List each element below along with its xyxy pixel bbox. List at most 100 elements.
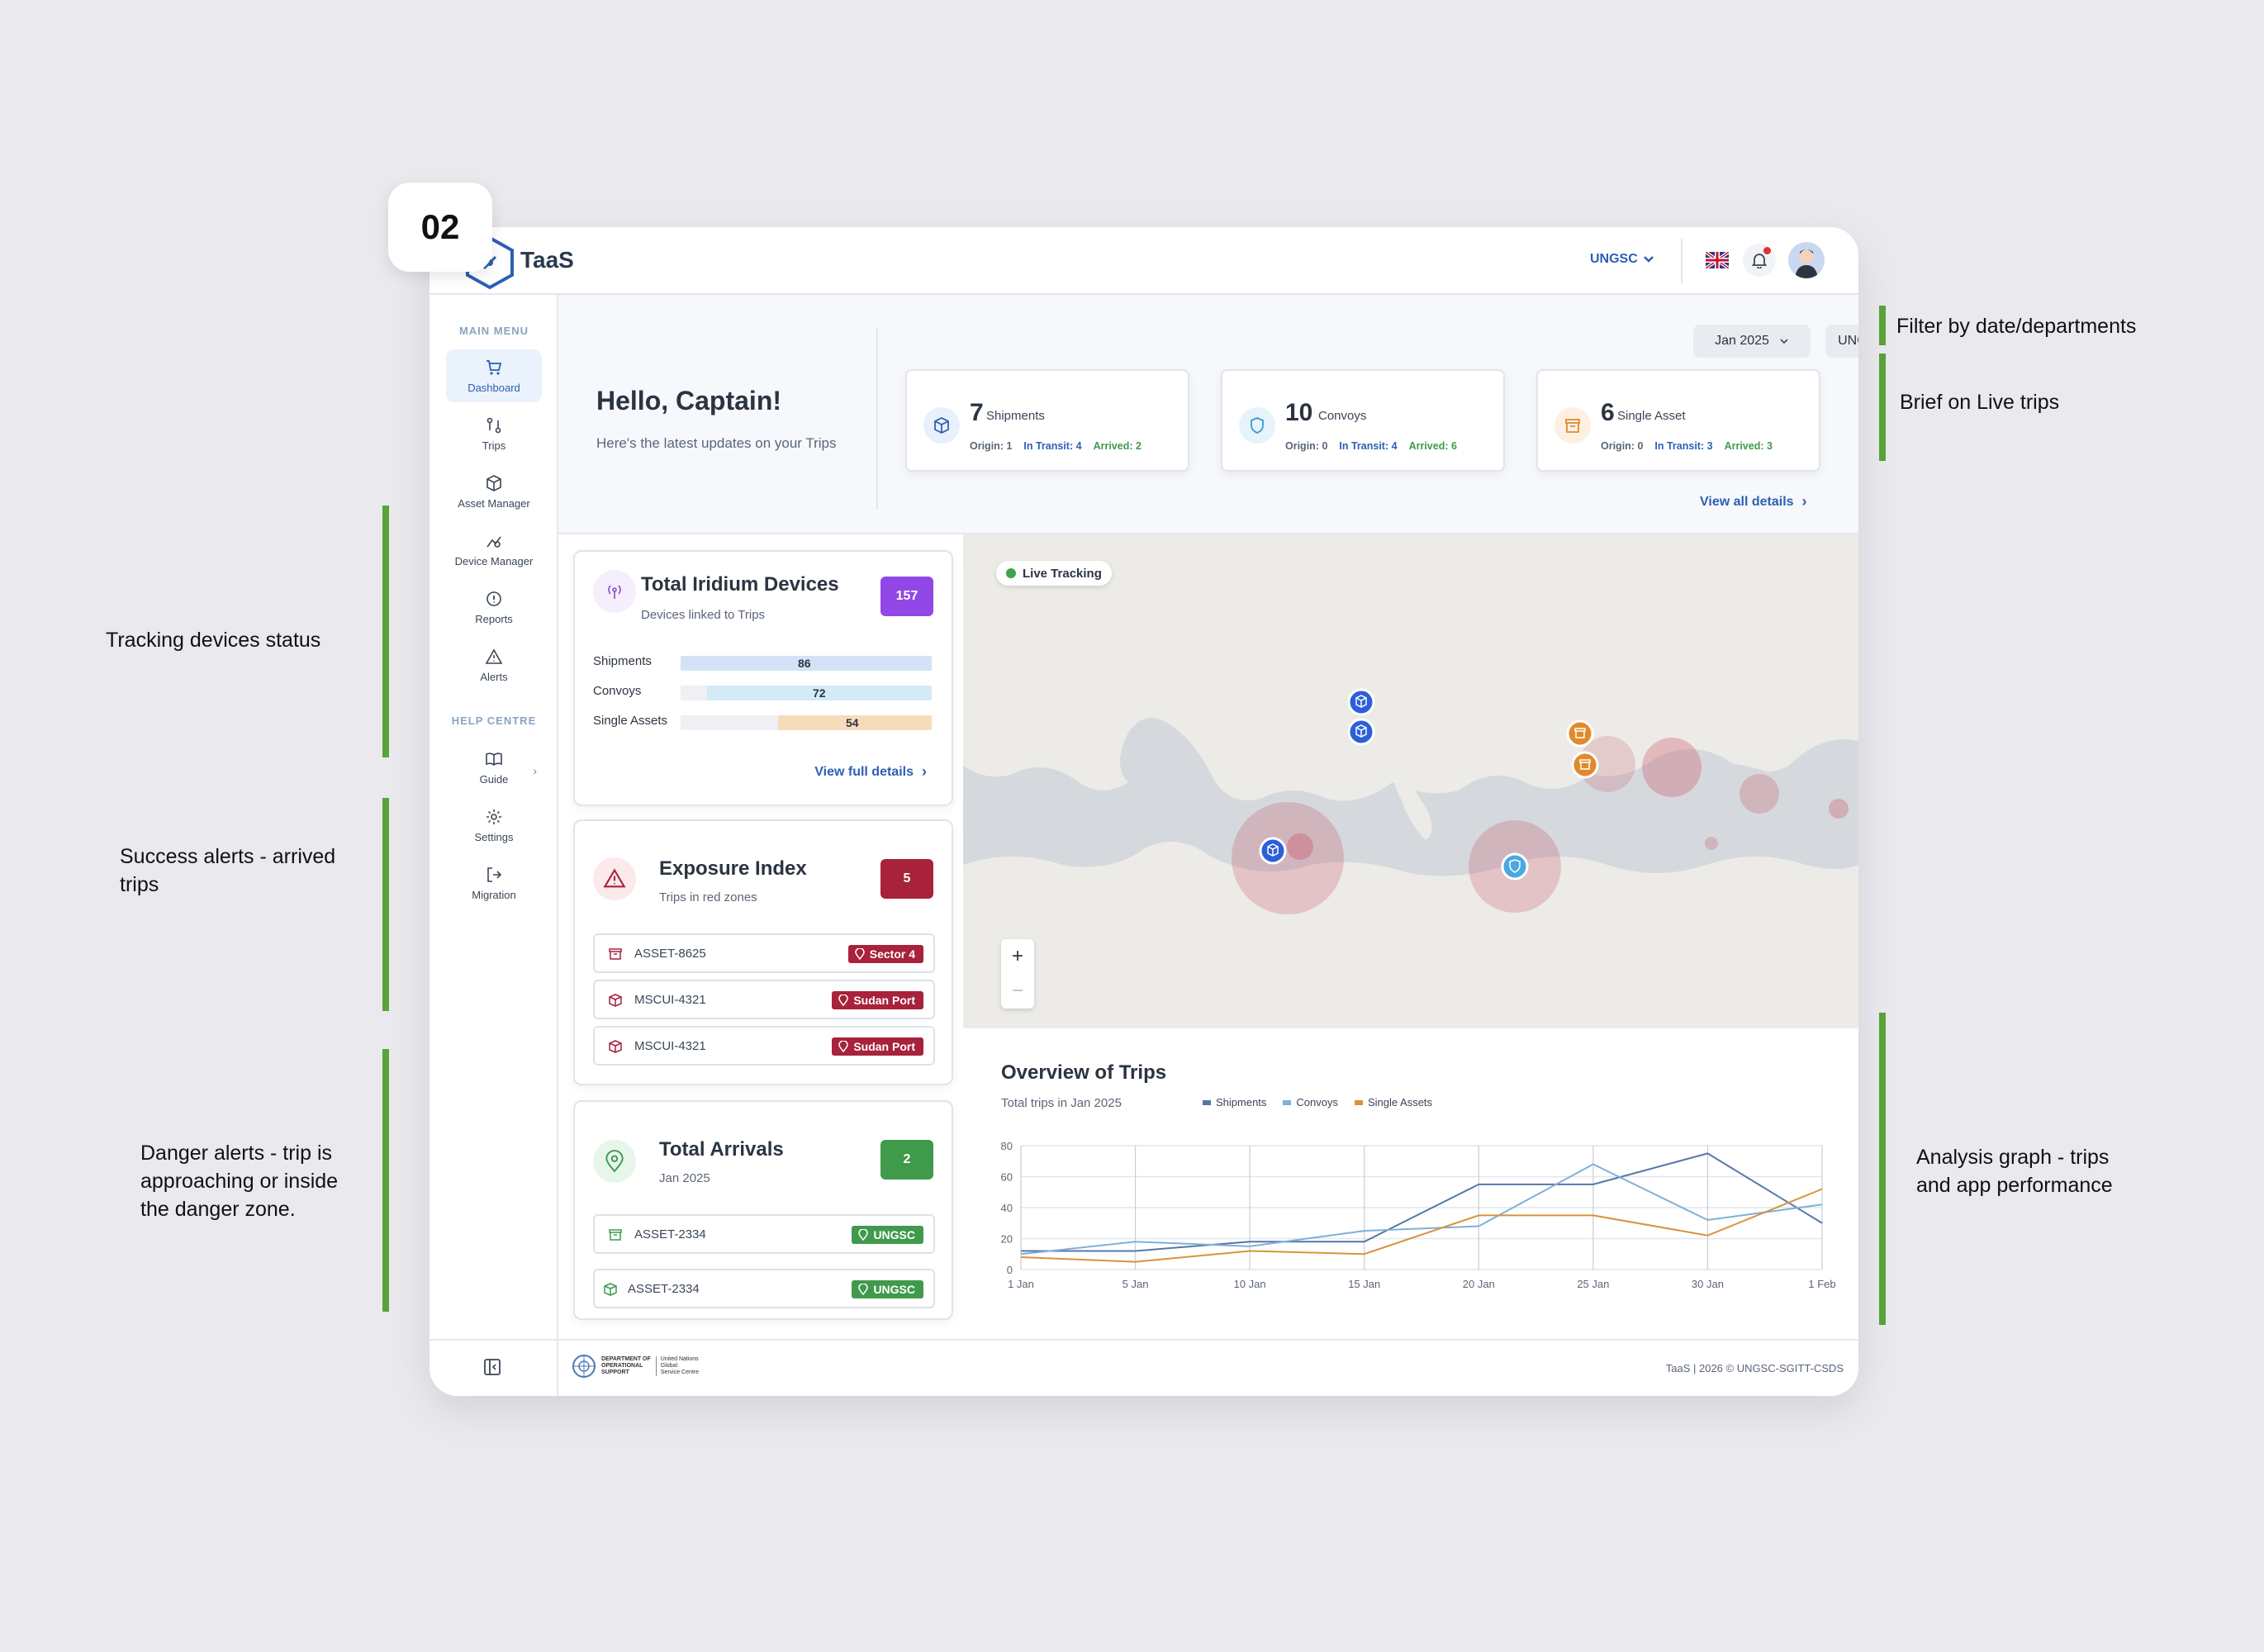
single-asset-label: Single Asset <box>1617 409 1686 423</box>
view-all-details-label: View all details <box>1700 494 1794 509</box>
exposure-row[interactable]: MSCUI-4321 Sudan Port <box>593 980 935 1019</box>
gear-icon <box>486 809 501 824</box>
department-filter[interactable]: UNGSC <box>1825 325 1858 358</box>
stat-in-transit: In Transit: 4 <box>1339 440 1398 452</box>
asset-name: ASSET-8625 <box>634 947 706 961</box>
box-icon <box>486 474 501 491</box>
sidebar-item-guide[interactable]: Guide › <box>446 741 542 794</box>
bar-label: Convoys <box>593 684 642 698</box>
sidebar-item-label: Alerts <box>480 670 508 683</box>
legend-item: Single Assets <box>1355 1096 1432 1108</box>
step-badge: 02 <box>388 183 492 272</box>
legend-label: Convoys <box>1296 1096 1338 1108</box>
x-tick-label: 5 Jan <box>1123 1278 1149 1290</box>
sidebar-item-device-manager[interactable]: Device Manager <box>446 523 542 576</box>
x-tick-label: 15 Jan <box>1348 1278 1380 1290</box>
bell-icon <box>1752 254 1767 268</box>
notification-button[interactable] <box>1743 244 1776 277</box>
chart-legend: Shipments Convoys Single Assets <box>1203 1096 1432 1108</box>
arrivals-count-badge: 2 <box>880 1140 933 1180</box>
x-tick-label: 1 Jan <box>1008 1278 1034 1290</box>
convoys-icon-wrap <box>1239 407 1275 444</box>
exposure-row[interactable]: ASSET-8625 Sector 4 <box>593 933 935 973</box>
arrivals-icon-wrap <box>593 1140 636 1183</box>
arrival-row[interactable]: ASSET-2334 UNGSC <box>593 1214 935 1254</box>
legend-swatch <box>1355 1099 1363 1105</box>
location-tag-label: UNGSC <box>873 1228 915 1241</box>
box-icon <box>604 1283 617 1296</box>
uk-flag-icon[interactable] <box>1706 252 1729 268</box>
shipment-marker-icon[interactable] <box>1259 837 1287 865</box>
x-tick-label: 1 Feb <box>1808 1278 1835 1290</box>
single-asset-summary-card[interactable]: 6 Single Asset Origin: 0 In Transit: 3 A… <box>1536 369 1820 472</box>
asset-name: MSCUI-4321 <box>634 993 706 1007</box>
stat-arrived: Arrived: 6 <box>1408 440 1457 452</box>
header-divider <box>876 328 878 510</box>
zoom-out-button[interactable]: − <box>1011 980 1023 1002</box>
arrival-row[interactable]: ASSET-2334 UNGSC <box>593 1269 935 1308</box>
sidebar-item-label: Trips <box>482 439 506 452</box>
shipments-label: Shipments <box>986 409 1045 423</box>
iridium-devices-panel: Total Iridium Devices Devices linked to … <box>573 550 953 806</box>
sidebar-footer-divider <box>430 1339 558 1341</box>
convoy-marker-icon[interactable] <box>1501 852 1529 881</box>
sidebar-item-settings[interactable]: Settings <box>446 799 542 852</box>
location-pin-icon <box>605 1150 624 1173</box>
shipments-summary-card[interactable]: 7 Shipments Origin: 1 In Transit: 4 Arri… <box>905 369 1189 472</box>
view-all-details-link[interactable]: View all details › <box>1700 493 1807 510</box>
single-asset-marker-icon[interactable] <box>1566 719 1594 748</box>
sidebar-item-asset-manager[interactable]: Asset Manager <box>446 465 542 518</box>
sidebar-item-alerts[interactable]: Alerts <box>446 638 542 691</box>
stat-in-transit: In Transit: 4 <box>1023 440 1082 452</box>
stat-arrived: Arrived: 3 <box>1724 440 1773 452</box>
cart-icon <box>486 359 502 375</box>
user-avatar-icon <box>1795 249 1818 278</box>
stat-origin: Origin: 1 <box>970 440 1013 452</box>
single-asset-marker-icon[interactable] <box>1571 751 1599 779</box>
shipments-count: 7 <box>970 399 984 426</box>
y-tick-label: 80 <box>1001 1140 1013 1152</box>
location-tag: Sudan Port <box>832 1037 923 1056</box>
avatar[interactable] <box>1788 242 1825 278</box>
devices-subtitle: Devices linked to Trips <box>641 608 766 622</box>
annotation-bar-analysis <box>1879 1013 1886 1325</box>
box-icon <box>609 1040 622 1053</box>
notification-dot <box>1763 247 1771 254</box>
y-tick-label: 0 <box>1007 1264 1013 1276</box>
warning-icon <box>485 648 503 664</box>
app-window: TaaS UNGSC MAIN MENU <box>430 227 1858 1396</box>
location-tag-label: UNGSC <box>873 1283 915 1296</box>
zoom-in-button[interactable]: + <box>1011 945 1023 967</box>
view-full-details-link[interactable]: View full details › <box>814 763 927 781</box>
legend-label: Single Assets <box>1368 1096 1433 1108</box>
total-arrivals-panel: Total Arrivals Jan 2025 2 ASSET-2334 UNG… <box>573 1100 953 1320</box>
exposure-index-panel: Exposure Index Trips in red zones 5 ASSE… <box>573 819 953 1085</box>
sidebar-collapse-icon[interactable] <box>482 1357 502 1377</box>
asset-name: ASSET-2334 <box>634 1227 706 1241</box>
shipment-marker-icon[interactable] <box>1347 718 1375 746</box>
live-map[interactable]: Live Tracking + − <box>963 534 1858 1028</box>
series-line-single-assets <box>1020 1188 1823 1263</box>
sidebar-item-reports[interactable]: Reports <box>446 581 542 634</box>
location-tag-label: Sudan Port <box>853 1040 915 1053</box>
stat-arrived: Arrived: 2 <box>1093 440 1141 452</box>
help-centre-title: HELP CENTRE <box>451 714 537 727</box>
location-tag-label: Sector 4 <box>869 947 915 961</box>
bar-fill-convoys <box>707 686 932 700</box>
sidebar-item-dashboard[interactable]: Dashboard <box>446 349 542 402</box>
y-tick-label: 60 <box>1001 1171 1013 1184</box>
un-dos-logo: DEPARTMENT OF OPERATIONAL SUPPORT United… <box>572 1354 699 1379</box>
book-icon <box>486 752 502 766</box>
shipment-marker-icon[interactable] <box>1347 688 1375 716</box>
sidebar-item-migration[interactable]: Migration <box>446 857 542 909</box>
map-canvas <box>963 534 1858 1028</box>
arrivals-title: Total Arrivals <box>659 1138 784 1161</box>
org-selector[interactable]: UNGSC <box>1590 252 1654 267</box>
bar-track: 54 <box>681 715 932 730</box>
exposure-row[interactable]: MSCUI-4321 Sudan Port <box>593 1026 935 1066</box>
convoys-count: 10 <box>1285 399 1313 426</box>
date-filter[interactable]: Jan 2025 <box>1693 325 1811 358</box>
single-asset-icon-wrap <box>1554 407 1591 444</box>
convoys-summary-card[interactable]: 10 Convoys Origin: 0 In Transit: 4 Arriv… <box>1221 369 1505 472</box>
sidebar-item-trips[interactable]: Trips <box>446 407 542 460</box>
